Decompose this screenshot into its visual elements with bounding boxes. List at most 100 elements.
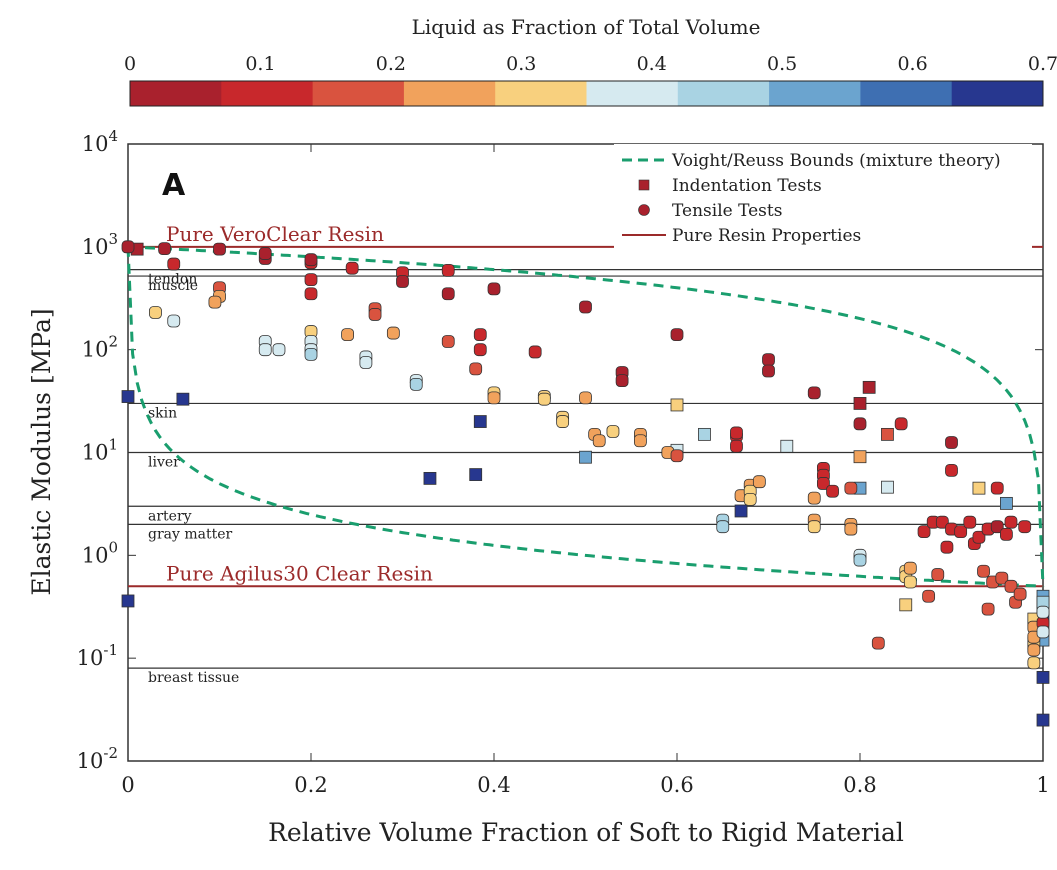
tensile-test-point <box>592 434 606 448</box>
x-tick-label: 0.8 <box>843 773 876 797</box>
legend: Voight/Reuss Bounds (mixture theory) Inde… <box>614 144 1032 248</box>
colorbar-swatch <box>495 81 587 106</box>
colorbar-tick-label: 0.3 <box>506 53 536 75</box>
colorbar-swatch <box>221 81 314 106</box>
colorbar-tick-labels: 0 0.1 0.2 0.3 0.4 0.5 0.6 0.7 <box>124 53 1057 75</box>
legend-symbol <box>638 179 650 191</box>
indentation-test-point <box>579 450 592 464</box>
tensile-test-point <box>844 522 858 536</box>
tensile-test-point <box>1013 587 1027 601</box>
tensile-test-point <box>487 282 501 296</box>
tensile-test-point <box>441 335 455 348</box>
tensile-test-point <box>990 520 1004 534</box>
legend-symbol <box>638 204 650 216</box>
data-markers <box>121 240 1050 727</box>
tensile-test-point <box>807 520 821 534</box>
indentation-test-point <box>698 427 711 441</box>
tensile-test-point <box>386 326 400 340</box>
tensile-test-point <box>258 247 272 260</box>
tensile-test-point <box>752 475 766 489</box>
indentation-test-point <box>734 504 748 518</box>
tensile-test-point <box>931 568 945 581</box>
tensile-test-point <box>473 343 487 357</box>
tensile-test-point <box>807 491 821 505</box>
colorbar-tick-label: 0 <box>124 53 136 75</box>
tensile-test-point <box>1004 515 1018 529</box>
tensile-test-point <box>903 561 917 575</box>
indentation-test-point <box>1036 713 1050 727</box>
colorbar-swatch <box>860 81 953 106</box>
legend-background <box>614 144 1032 248</box>
tensile-test-point <box>826 484 839 498</box>
colorbar-tick-label: 0.1 <box>245 53 275 75</box>
colorbar-tick-label: 0.4 <box>637 53 667 75</box>
tensile-test-point <box>743 492 757 506</box>
y-tick-label: 104 <box>82 127 118 156</box>
tensile-test-point <box>1036 605 1050 619</box>
x-tick-label: 0.4 <box>477 773 510 797</box>
x-tick-label: 0 <box>121 773 134 797</box>
panel-label: A <box>162 168 186 203</box>
legend-label: Voight/Reuss Bounds (mixture theory) <box>671 151 1001 171</box>
tensile-test-point <box>208 295 222 309</box>
indentation-test-point <box>670 398 684 412</box>
tensile-test-point <box>853 417 867 431</box>
tensile-test-point <box>149 306 162 319</box>
tensile-test-point <box>441 263 455 277</box>
tensile-test-point <box>762 353 775 367</box>
indentation-test-point <box>423 471 437 485</box>
tissue-label: skin <box>148 405 177 421</box>
indentation-test-point <box>473 415 487 428</box>
tensile-test-point <box>537 392 551 406</box>
tensile-test-point <box>304 347 318 361</box>
colorbar-frame <box>129 80 1044 107</box>
tensile-test-point <box>213 242 226 256</box>
tensile-test-point <box>1036 625 1050 639</box>
legend-label: Pure Resin Properties <box>672 226 861 246</box>
tensile-test-point <box>304 273 318 287</box>
tissue-label: gray matter <box>148 526 233 542</box>
indentation-test-point <box>853 397 867 410</box>
tensile-test-point <box>359 356 373 369</box>
tensile-test-point <box>981 602 995 616</box>
pure-resin-label: Pure VeroClear Resin <box>166 222 384 246</box>
tensile-test-point <box>762 364 775 378</box>
tensile-test-point <box>1000 527 1013 541</box>
tensile-test-point <box>963 515 977 529</box>
reuss-bound-curve <box>126 246 1044 588</box>
tensile-test-point <box>634 434 647 448</box>
tissue-label: muscle <box>148 278 198 294</box>
y-tick-label: 10-1 <box>77 641 118 670</box>
tensile-test-point <box>670 328 684 342</box>
indentation-test-point <box>899 598 913 612</box>
indentation-test-point <box>881 480 894 494</box>
voight-bound-curve <box>127 245 1045 587</box>
indentation-test-point <box>1036 671 1050 684</box>
tensile-test-point <box>716 520 730 534</box>
tensile-test-point <box>954 525 968 539</box>
indentation-test-point <box>881 427 894 441</box>
y-tick-label: 100 <box>82 538 118 567</box>
colorbar-title: Liquid as Fraction of Total Volume <box>412 15 761 39</box>
tensile-test-point <box>341 328 355 342</box>
indentation-test-point <box>853 450 867 464</box>
tensile-test-point <box>167 257 181 271</box>
tensile-test-point <box>368 308 382 321</box>
x-axis-label: Relative Volume Fraction of Soft to Rigi… <box>268 818 904 847</box>
colorbar: Liquid as Fraction of Total Volume 0 0.1 0… <box>124 15 1057 107</box>
voight-reuss-bounds <box>126 245 1045 588</box>
tensile-test-point <box>807 386 821 400</box>
tensile-test-point <box>579 391 592 405</box>
colorbar-swatch <box>951 81 1044 106</box>
tensile-test-point <box>935 515 949 529</box>
tissue-label: breast tissue <box>148 670 239 686</box>
tensile-test-point <box>972 530 986 544</box>
tensile-test-point <box>528 345 542 359</box>
colorbar-swatch <box>403 81 496 106</box>
tensile-test-point <box>990 481 1004 495</box>
tensile-test-point <box>922 589 936 603</box>
tensile-test-point <box>894 417 908 431</box>
